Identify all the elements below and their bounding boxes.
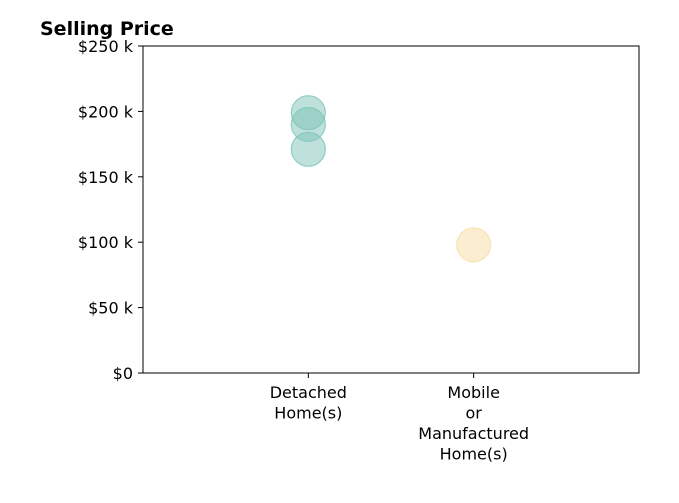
chart-title: Selling Price (40, 18, 174, 40)
data-point (290, 131, 326, 167)
x-tick-label: Mobile or Manufactured Home(s) (418, 383, 529, 464)
y-tick-label: $150 k (78, 168, 134, 187)
y-tick-label: $200 k (78, 102, 134, 121)
plot-frame (142, 45, 640, 374)
x-axis: Detached Home(s) Mobile or Manufactured Home(… (270, 373, 529, 464)
y-tick-label: $250 k (78, 37, 134, 56)
y-tick-label: $100 k (78, 233, 134, 252)
y-tick-label: $50 k (88, 299, 134, 318)
y-axis: $0 $50 k $100 k $150 k $200 k $250 k (78, 37, 143, 383)
data-point (456, 227, 492, 263)
y-tick-label: $0 (113, 364, 133, 383)
data-points (290, 95, 492, 263)
x-tick-label: Detached Home(s) (270, 383, 347, 423)
